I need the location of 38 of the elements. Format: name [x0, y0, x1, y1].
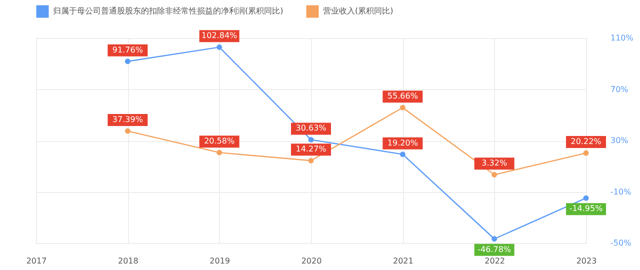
x-tick-label: 2019 [210, 256, 230, 266]
point [583, 195, 589, 201]
data-label: 14.27% [296, 144, 327, 154]
x-tick-label: 2023 [576, 256, 597, 266]
point [308, 136, 314, 142]
point [400, 104, 406, 110]
point [400, 152, 406, 158]
data-label: 20.22% [570, 137, 602, 146]
point [216, 150, 222, 156]
y-tick-label: -10% [610, 187, 632, 196]
point [492, 236, 498, 242]
point [124, 58, 130, 64]
x-tick-label: 2017 [26, 256, 47, 266]
data-label: -46.78% [478, 244, 512, 254]
x-tick-label: 2018 [118, 256, 138, 266]
x-tick-label: 2020 [301, 256, 322, 266]
data-label: 55.66% [387, 92, 418, 101]
x-tick-label: 2021 [392, 256, 414, 266]
data-label: 19.20% [387, 138, 418, 148]
data-label: 3.32% [482, 158, 508, 168]
point [124, 128, 130, 134]
data-label: 20.58% [204, 136, 235, 146]
data-label: 102.84% [202, 31, 238, 40]
y-tick-label: 30% [610, 136, 629, 145]
data-label: 30.63% [296, 124, 327, 133]
y-tick-label: 110% [610, 34, 634, 42]
y-tick-label: -50% [610, 238, 632, 248]
legend-label: 归属于母公司普通股股东的扣除非经常性损益的净利润(累积同比) [53, 6, 284, 16]
point [583, 150, 589, 156]
y-tick-label: 70% [610, 84, 629, 94]
data-label: 91.76% [112, 45, 144, 54]
x-tick-label: 2022 [484, 256, 506, 266]
point [216, 44, 222, 50]
point [308, 158, 314, 164]
data-label: -14.95% [569, 204, 604, 214]
point [492, 172, 498, 178]
data-label: 37.39% [112, 115, 144, 124]
legend-label: 营业收入(累积同比) [323, 6, 394, 16]
